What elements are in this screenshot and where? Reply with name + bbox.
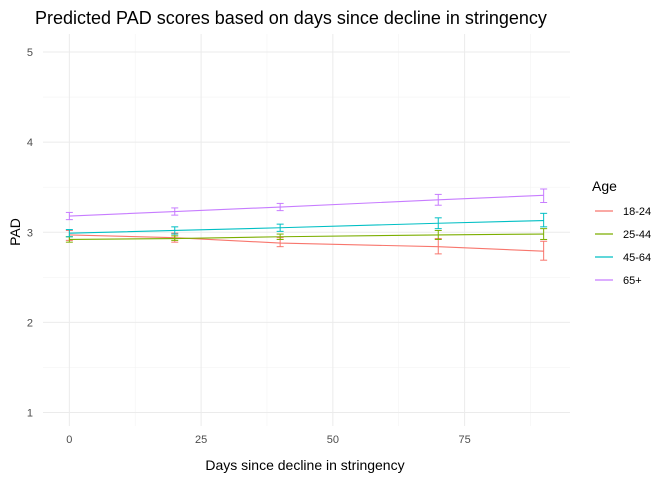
y-tick-label: 1 (27, 407, 33, 419)
series-45-64 (65, 212, 548, 238)
chart-title: Predicted PAD scores based on days since… (35, 8, 547, 28)
x-axis-title: Days since decline in stringency (205, 457, 404, 473)
legend-label: 18-24 (623, 206, 651, 218)
x-tick-label: 75 (458, 434, 470, 446)
y-tick-label: 4 (27, 137, 33, 149)
x-tick-label: 50 (327, 434, 339, 446)
legend-label: 45-64 (623, 252, 651, 264)
series-line (69, 219, 544, 234)
series-line (69, 194, 544, 217)
series-line (69, 234, 544, 252)
grid (43, 34, 570, 426)
x-tick-label: 25 (195, 434, 207, 446)
y-axis-title: PAD (7, 218, 23, 246)
legend-label: 25-44 (623, 229, 651, 241)
x-tick-label: 0 (66, 434, 72, 446)
legend-title: Age (592, 178, 617, 194)
series-65+ (65, 188, 548, 221)
axis-ticks: 0 25 50 75 1 2 3 4 5 (27, 47, 471, 446)
y-tick-label: 5 (27, 47, 33, 59)
y-tick-label: 3 (27, 227, 33, 239)
series-line (69, 233, 544, 241)
legend: Age 18-24 25-44 45-64 65+ (592, 178, 651, 287)
y-tick-label: 2 (27, 317, 33, 329)
legend-label: 65+ (623, 275, 642, 287)
plot-marks (65, 188, 548, 261)
series-25-44 (65, 228, 548, 243)
